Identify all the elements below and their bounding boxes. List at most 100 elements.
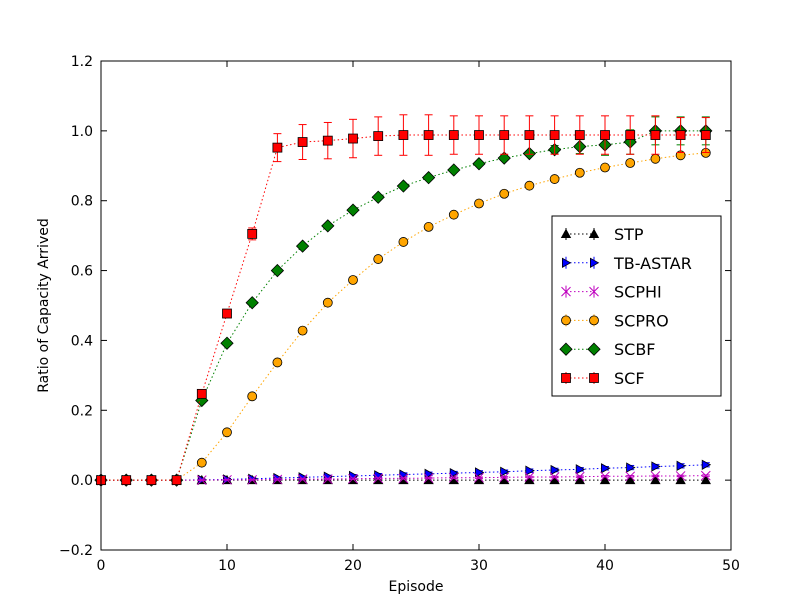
data-point: [472, 157, 486, 171]
data-point: [245, 296, 259, 310]
series-scphi: [96, 470, 711, 485]
data-point: [295, 239, 310, 253]
data-point: [423, 222, 434, 232]
data-point: [222, 308, 232, 319]
data-point: [270, 263, 285, 278]
data-point: [599, 474, 611, 485]
data-point: [272, 142, 283, 153]
x-tick-label: 0: [97, 558, 106, 574]
data-point: [474, 467, 485, 478]
data-point: [626, 462, 636, 473]
data-point: [524, 472, 535, 482]
data-point: [550, 464, 560, 476]
y-tick-label: 0.6: [71, 264, 93, 280]
data-point: [373, 474, 384, 485]
y-tick-label: 0.8: [71, 194, 93, 210]
data-point: [247, 474, 258, 485]
data-point: [700, 474, 711, 485]
x-tick-label: 20: [344, 558, 362, 574]
data-point: [222, 474, 232, 485]
y-tick-label: 0.4: [71, 333, 93, 349]
data-point: [421, 171, 436, 185]
data-point: [549, 472, 560, 482]
y-tick-label: 0.2: [71, 403, 93, 419]
legend-marker: [589, 315, 599, 326]
data-point: [600, 130, 610, 140]
legend-label: TB-ASTAR: [613, 254, 692, 273]
data-point: [348, 133, 358, 144]
y-tick-label: 1.0: [71, 124, 93, 140]
series-layer: [94, 114, 713, 487]
data-point: [373, 473, 384, 484]
data-point: [601, 463, 611, 474]
y-axis-label: Ratio of Capacity Arrived: [36, 218, 52, 393]
data-point: [297, 474, 308, 484]
legend-label: SCBF: [614, 340, 656, 359]
data-point: [549, 130, 560, 140]
data-point: [398, 474, 409, 485]
data-point: [675, 130, 686, 140]
data-point: [701, 459, 712, 470]
data-point: [525, 465, 535, 476]
data-point: [574, 130, 585, 140]
legend-marker: [587, 342, 601, 356]
legend-marker: [589, 286, 599, 297]
data-point: [373, 254, 384, 264]
data-point: [574, 474, 585, 485]
x-tick-label: 50: [722, 558, 740, 574]
y-tick-label: 0.0: [71, 473, 93, 489]
data-point: [651, 461, 661, 472]
series-scf: [96, 114, 711, 486]
ticks-layer: 0 10 20 30 40 50 −0.2 0.0 0.2 0.4 0.6 0.8 1.0 1.2: [59, 54, 740, 574]
data-point: [650, 474, 661, 485]
data-point: [497, 151, 511, 165]
data-point: [499, 130, 510, 140]
legend-entry: STP: [560, 225, 644, 244]
data-point: [272, 357, 283, 368]
data-point: [322, 135, 333, 146]
y-tick-label: −0.2: [59, 543, 93, 559]
data-point: [373, 131, 384, 141]
data-point: [448, 130, 459, 140]
data-point: [297, 137, 308, 147]
data-point: [600, 471, 610, 482]
data-point: [297, 325, 308, 336]
data-point: [396, 179, 411, 193]
data-point: [474, 472, 484, 483]
legend-entry: SCF: [561, 369, 645, 388]
legend-marker: [560, 228, 572, 239]
data-point: [675, 471, 686, 481]
data-point: [346, 203, 360, 217]
data-point: [700, 470, 711, 481]
legend-label: SCPHI: [614, 283, 662, 302]
data-point: [348, 275, 358, 285]
data-point: [247, 228, 258, 239]
legend-entry: SCPHI: [561, 283, 662, 302]
plot-frame: [100, 60, 732, 551]
data-point: [625, 158, 636, 168]
data-point: [146, 475, 157, 486]
data-point: [321, 219, 335, 233]
legend: STP TB-ASTAR SCPHI SCPRO SCBF SCF: [551, 215, 722, 397]
data-point: [650, 130, 661, 140]
data-point: [524, 130, 535, 140]
data-point: [524, 180, 535, 191]
legend-label: SCPRO: [614, 311, 669, 330]
data-point: [676, 460, 686, 472]
legend-label: SCF: [614, 369, 645, 388]
data-point: [196, 457, 207, 468]
data-point: [171, 475, 182, 486]
data-point: [575, 464, 586, 475]
data-point: [322, 297, 333, 308]
data-point: [371, 190, 385, 204]
y-tick-label: 1.2: [71, 54, 93, 70]
data-point: [500, 466, 510, 477]
x-axis-label: Episode: [389, 579, 444, 595]
x-tick-label: 10: [218, 558, 236, 574]
data-point: [474, 130, 484, 140]
data-point: [322, 474, 333, 484]
legend-marker: [588, 228, 600, 239]
data-point: [196, 388, 207, 399]
data-point: [348, 473, 358, 484]
